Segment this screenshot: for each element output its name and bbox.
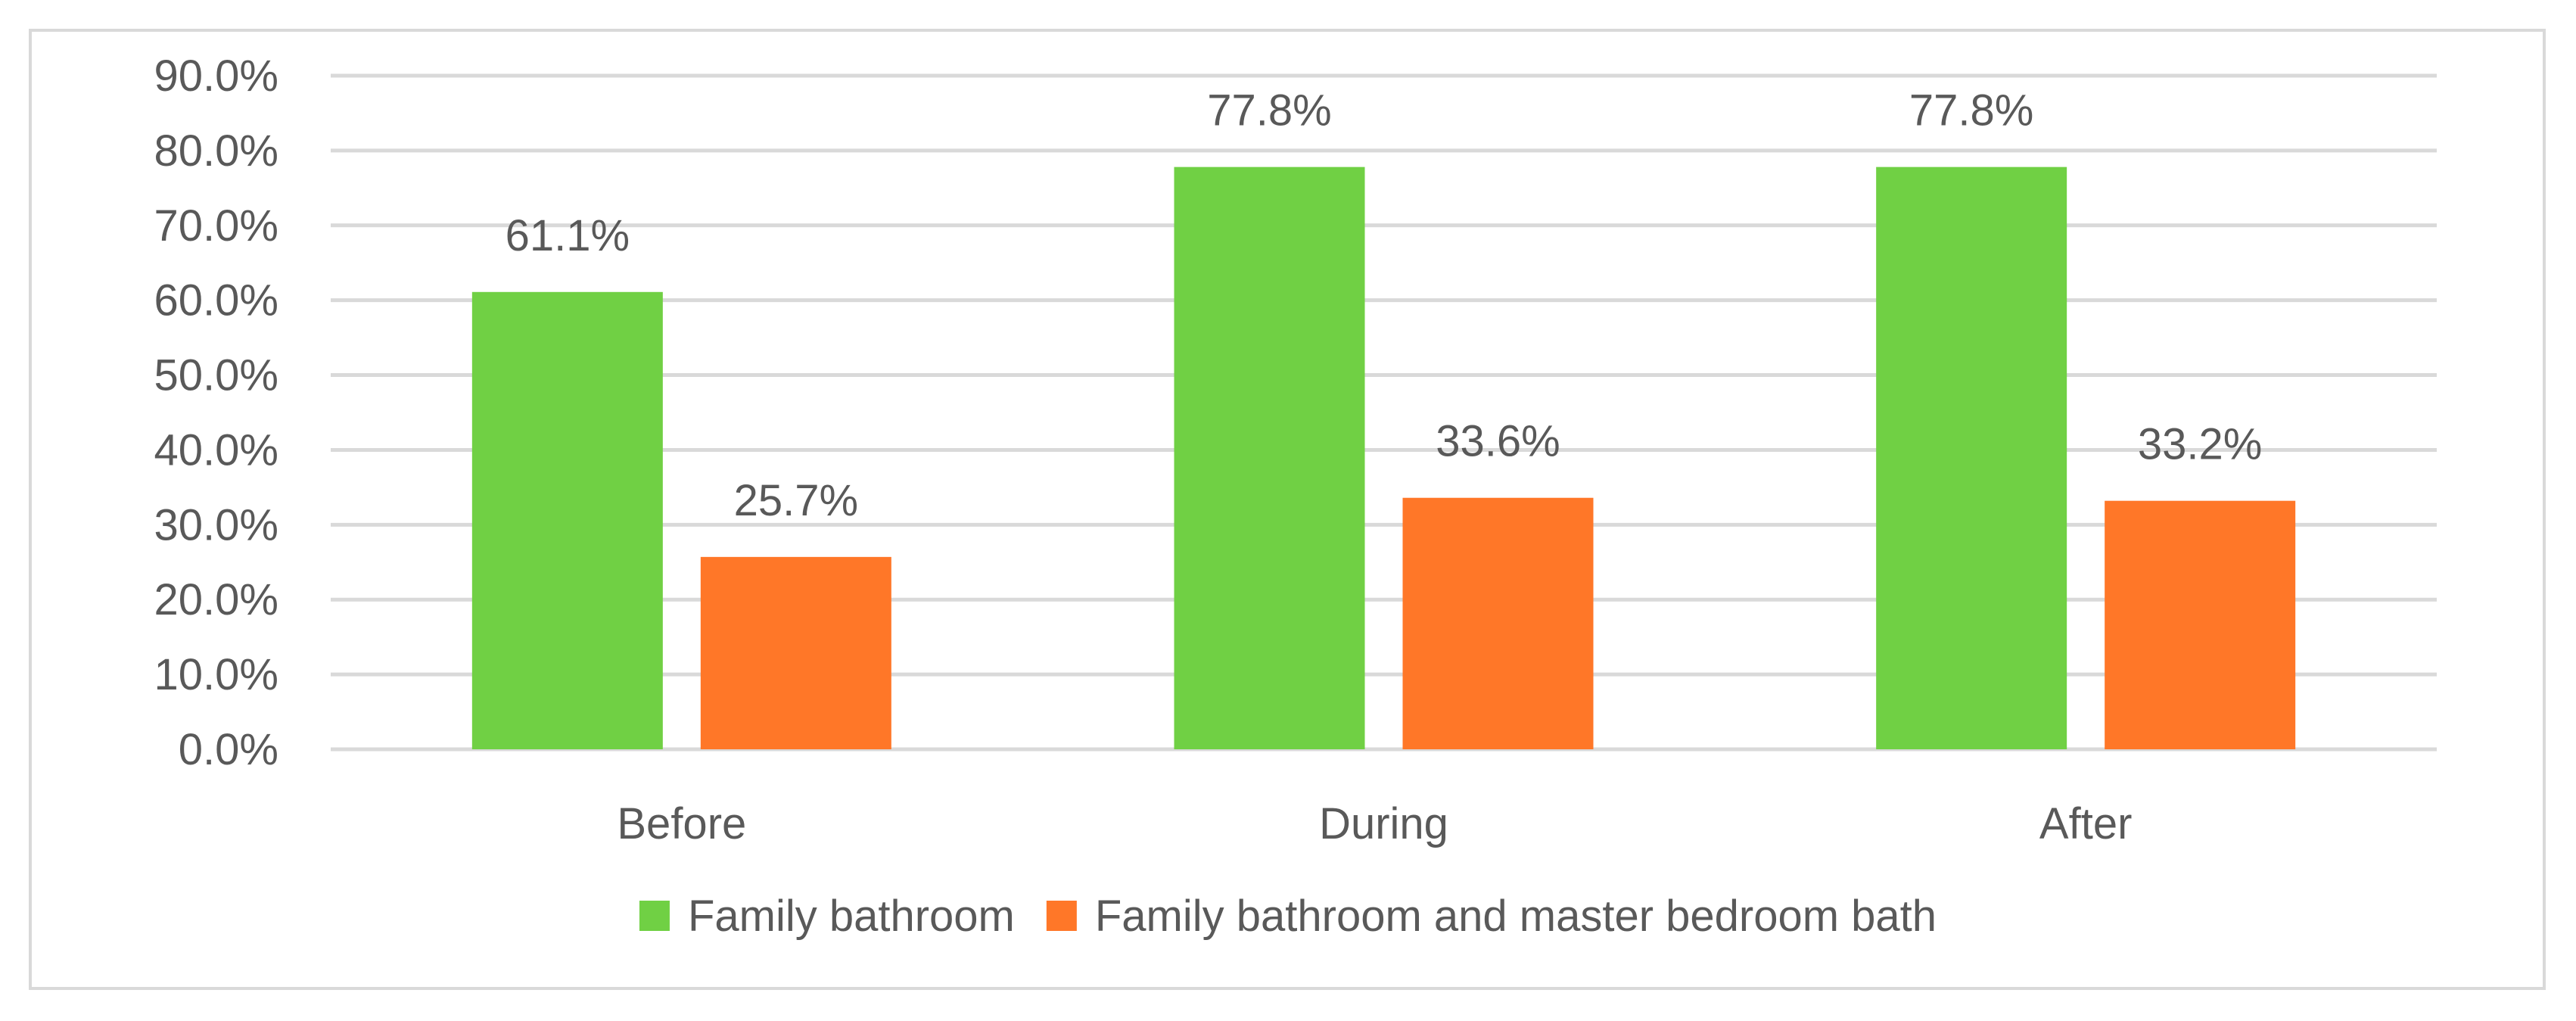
- x-tick-label-after: After: [2039, 799, 2133, 848]
- data-label-before-series-1: 61.1%: [506, 211, 630, 260]
- y-tick-label-90: 90.0%: [154, 51, 278, 101]
- y-tick-label-50: 50.0%: [154, 351, 278, 400]
- x-axis-categories: Before During After: [617, 799, 2132, 848]
- y-tick-label-60: 60.0%: [154, 276, 278, 325]
- y-tick-label-40: 40.0%: [154, 425, 278, 475]
- data-label-during-series-2: 33.6%: [1436, 417, 1560, 466]
- gridlines: [331, 73, 2437, 752]
- data-label-after-series-2: 33.2%: [2138, 420, 2262, 469]
- x-tick-label-before: Before: [617, 799, 746, 848]
- x-tick-label-during: During: [1319, 799, 1448, 848]
- legend-item-1: Family bathroom: [639, 892, 1015, 941]
- bar-after-series-1: [1876, 167, 2067, 750]
- bar-during-series-2: [1402, 497, 1594, 749]
- data-label-during-series-1: 77.8%: [1207, 86, 1331, 135]
- legend-swatch-1: [639, 901, 670, 931]
- data-label-after-series-1: 77.8%: [1909, 86, 2033, 135]
- bar-before-series-1: [471, 291, 663, 749]
- bar-before-series-2: [700, 556, 891, 749]
- y-axis-ticks: 0.0% 10.0% 20.0% 30.0% 40.0% 50.0% 60.0% 70.0% 8…: [154, 51, 278, 774]
- legend: Family bathroom Family bathroom and maste…: [639, 892, 1937, 941]
- y-tick-label-80: 80.0%: [154, 126, 278, 176]
- y-tick-label-70: 70.0%: [154, 201, 278, 251]
- legend-label-1: Family bathroom: [688, 892, 1015, 941]
- y-tick-label-10: 10.0%: [154, 650, 278, 699]
- bars: [471, 167, 2296, 750]
- y-tick-label-0: 0.0%: [179, 725, 278, 774]
- legend-item-2: Family bathroom and master bedroom bath: [1046, 892, 1937, 941]
- data-label-before-series-2: 25.7%: [734, 476, 858, 525]
- legend-label-2: Family bathroom and master bedroom bath: [1095, 892, 1937, 941]
- data-labels: 61.1% 25.7% 77.8% 33.6% 77.8% 33.2%: [506, 86, 2263, 525]
- y-tick-label-20: 20.0%: [154, 575, 278, 624]
- bar-after-series-2: [2105, 500, 2296, 749]
- legend-swatch-2: [1046, 901, 1077, 931]
- bar-during-series-1: [1174, 167, 1365, 750]
- y-tick-label-30: 30.0%: [154, 500, 278, 549]
